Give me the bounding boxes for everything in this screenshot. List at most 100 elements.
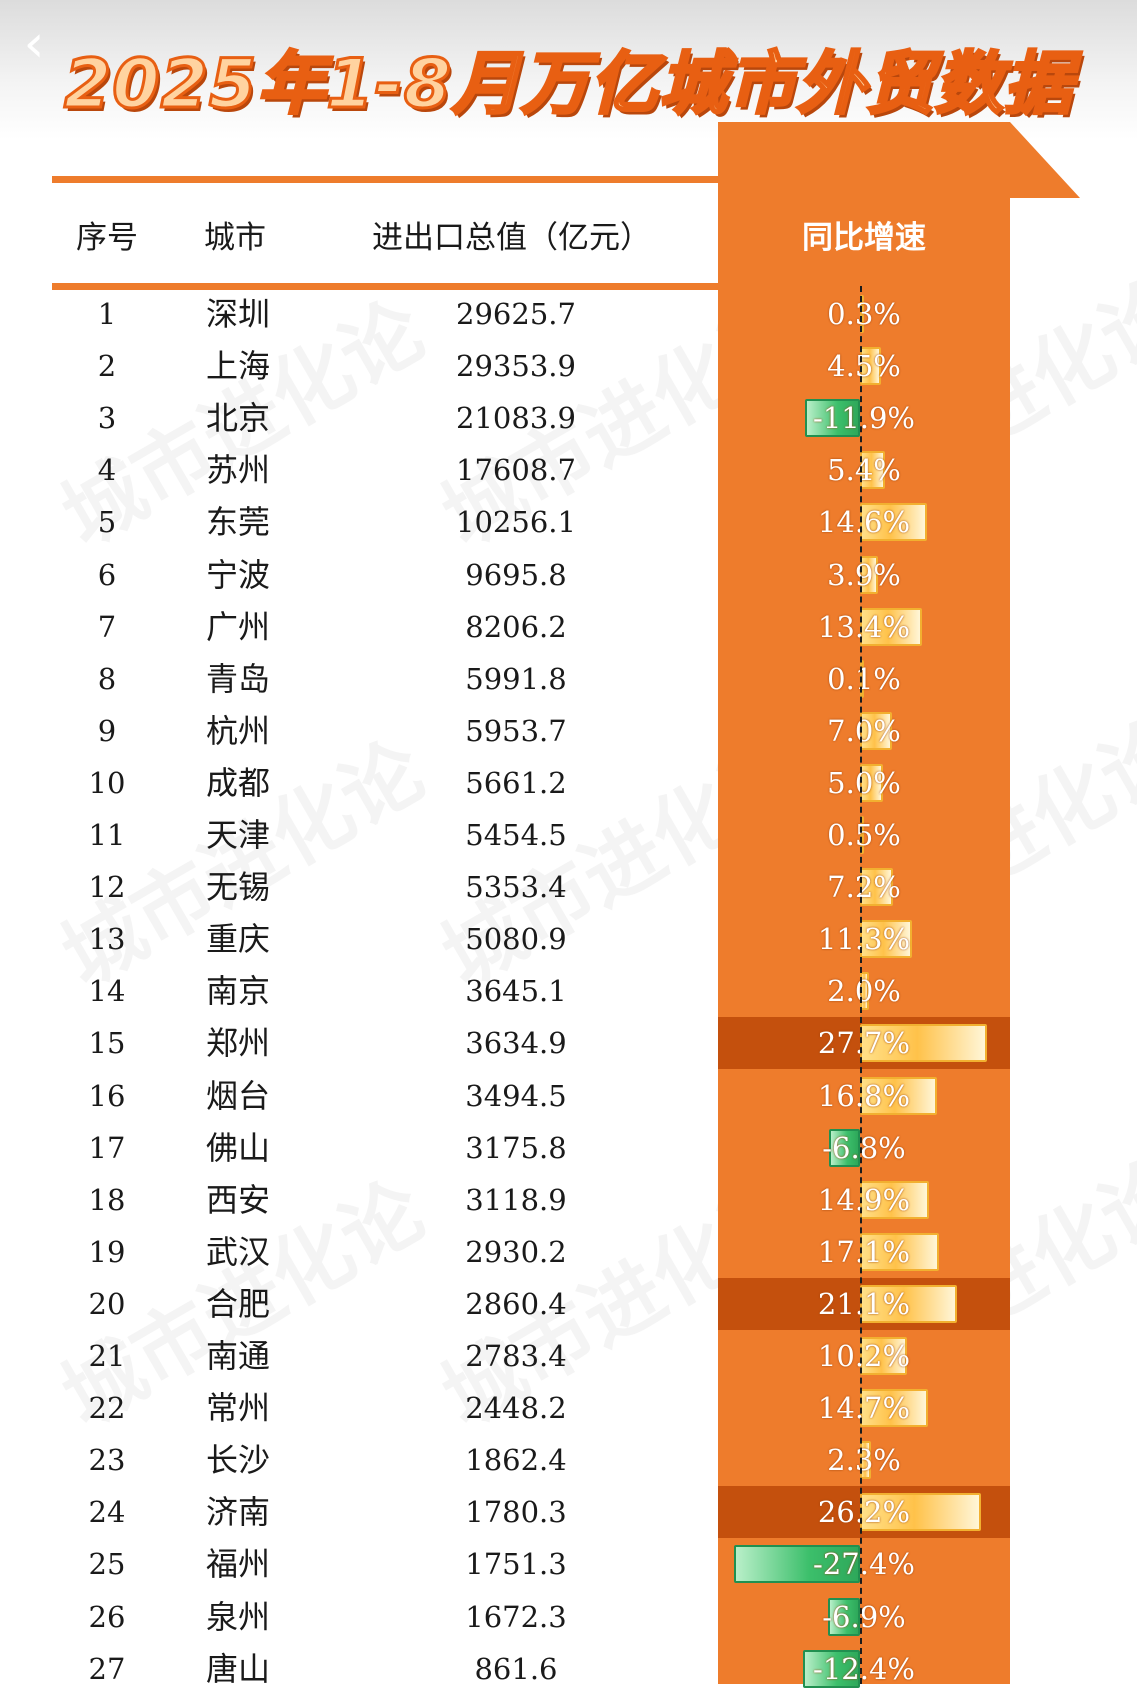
growth-label: 26.2% (817, 1495, 911, 1530)
rank-cell: 26 (88, 1599, 126, 1634)
city-cell: 唐山 (206, 1649, 271, 1688)
growth-bar (860, 1493, 981, 1532)
city-cell: 南通 (206, 1337, 271, 1375)
city-cell: 北京 (206, 399, 271, 438)
chart-title: 2025年1-8月万亿城市外贸数据 (62, 44, 1074, 126)
rank-cell: 18 (88, 1182, 126, 1217)
table-row: 24 济南 1780.3 26.2% (0, 1486, 1137, 1539)
value-cell: 8206.2 (465, 609, 567, 644)
city-cell: 成都 (206, 763, 271, 802)
table-row: 17 佛山 3175.8 -6.8% (0, 1122, 1137, 1174)
table-row: 22 常州 2448.2 14.7% (0, 1382, 1137, 1434)
header-rule-top (52, 176, 718, 183)
header-rule-bottom (52, 283, 718, 290)
city-cell: 常州 (206, 1389, 271, 1428)
rank-cell: 20 (88, 1286, 126, 1321)
table-row: 8 青岛 5991.8 0.1% (0, 653, 1137, 705)
table-row: 21 南通 2783.4 10.2% (0, 1330, 1137, 1382)
rank-cell: 4 (97, 453, 117, 488)
table-row: 6 宁波 9695.8 3.9% (0, 549, 1137, 601)
city-cell: 杭州 (206, 711, 271, 750)
growth-label: -27.4% (813, 1547, 915, 1582)
table-row: 10 成都 5661.2 5.0% (0, 757, 1137, 809)
growth-label: 11.3% (817, 922, 911, 957)
growth-label: 14.7% (817, 1391, 911, 1426)
rank-cell: 17 (88, 1130, 126, 1165)
city-cell: 苏州 (206, 451, 271, 490)
rank-cell: 2 (97, 349, 117, 384)
table-row: 16 烟台 3494.5 16.8% (0, 1070, 1137, 1122)
value-cell: 5953.7 (465, 713, 567, 748)
rank-cell: 14 (88, 974, 126, 1009)
table-row: 2 上海 29353.9 4.5% (0, 340, 1137, 392)
value-cell: 29353.9 (456, 349, 576, 384)
table-row: 13 重庆 5080.9 11.3% (0, 913, 1137, 965)
table-row: 11 天津 5454.5 0.5% (0, 809, 1137, 861)
growth-label: 27.7% (817, 1026, 911, 1061)
growth-label: 5.4% (827, 453, 901, 488)
value-cell: 1780.3 (465, 1495, 567, 1530)
value-cell: 5353.4 (465, 870, 567, 905)
growth-column-arrow (1010, 122, 1080, 198)
growth-bar (860, 1232, 939, 1271)
growth-label: -6.8% (822, 1130, 906, 1165)
growth-bar (860, 711, 893, 750)
rank-cell: 23 (88, 1443, 126, 1478)
rank-cell: 15 (88, 1026, 126, 1061)
growth-label: 7.0% (827, 713, 901, 748)
value-cell: 5454.5 (465, 818, 567, 852)
table-row: 1 深圳 29625.7 0.3% (0, 288, 1137, 340)
growth-label: 10.2% (817, 1339, 911, 1373)
city-cell: 东莞 (206, 503, 271, 542)
rank-cell: 27 (88, 1651, 126, 1686)
city-cell: 西安 (206, 1180, 271, 1219)
rank-cell: 24 (88, 1495, 126, 1530)
table-row: 25 福州 1751.3 -27.4% (0, 1538, 1137, 1590)
growth-label: 0.5% (827, 818, 901, 852)
column-header-city: 城市 (204, 220, 266, 256)
growth-bar (860, 920, 912, 959)
growth-label: -11.9% (813, 401, 915, 436)
city-cell: 泉州 (206, 1597, 271, 1636)
table-row: 15 郑州 3634.9 27.7% (0, 1017, 1137, 1070)
city-cell: 烟台 (206, 1076, 271, 1115)
growth-label: 4.5% (827, 349, 901, 384)
table-row: 18 西安 3118.9 14.9% (0, 1174, 1137, 1226)
value-cell: 1672.3 (465, 1599, 567, 1634)
growth-bar (860, 1024, 988, 1063)
rank-cell: 1 (97, 297, 117, 331)
rank-cell: 6 (97, 557, 117, 592)
table-row: 23 长沙 1862.4 2.3% (0, 1434, 1137, 1486)
city-cell: 武汉 (206, 1232, 271, 1271)
value-cell: 29625.7 (456, 297, 576, 331)
city-cell: 郑州 (206, 1024, 271, 1063)
value-cell: 1751.3 (465, 1547, 567, 1582)
rank-cell: 12 (88, 870, 126, 905)
value-cell: 9695.8 (465, 557, 567, 592)
zero-axis-line (860, 286, 862, 1684)
rank-cell: 11 (88, 818, 126, 852)
table-row: 19 武汉 2930.2 17.1% (0, 1226, 1137, 1278)
value-cell: 3634.9 (465, 1026, 567, 1061)
rank-cell: 13 (88, 922, 126, 957)
rank-cell: 7 (97, 609, 117, 644)
growth-label: 2.0% (827, 974, 901, 1009)
value-cell: 861.6 (474, 1651, 558, 1686)
growth-bar (860, 503, 928, 542)
city-cell: 长沙 (206, 1441, 271, 1480)
value-cell: 5080.9 (465, 922, 567, 957)
growth-label: -12.4% (813, 1651, 915, 1686)
growth-bar (860, 607, 922, 646)
rank-cell: 19 (88, 1234, 126, 1269)
growth-bar (828, 1597, 860, 1636)
table-row: 3 北京 21083.9 -11.9% (0, 392, 1137, 444)
growth-label: 21.1% (817, 1286, 911, 1321)
growth-label: 0.3% (827, 297, 901, 331)
growth-bar (860, 1180, 929, 1219)
chevron-left-icon[interactable]: ‹ (23, 14, 45, 74)
rank-cell: 21 (88, 1339, 126, 1373)
value-cell: 17608.7 (456, 453, 576, 488)
table-row: 7 广州 8206.2 13.4% (0, 601, 1137, 653)
table-row: 12 无锡 5353.4 7.2% (0, 861, 1137, 913)
city-cell: 宁波 (206, 555, 271, 594)
